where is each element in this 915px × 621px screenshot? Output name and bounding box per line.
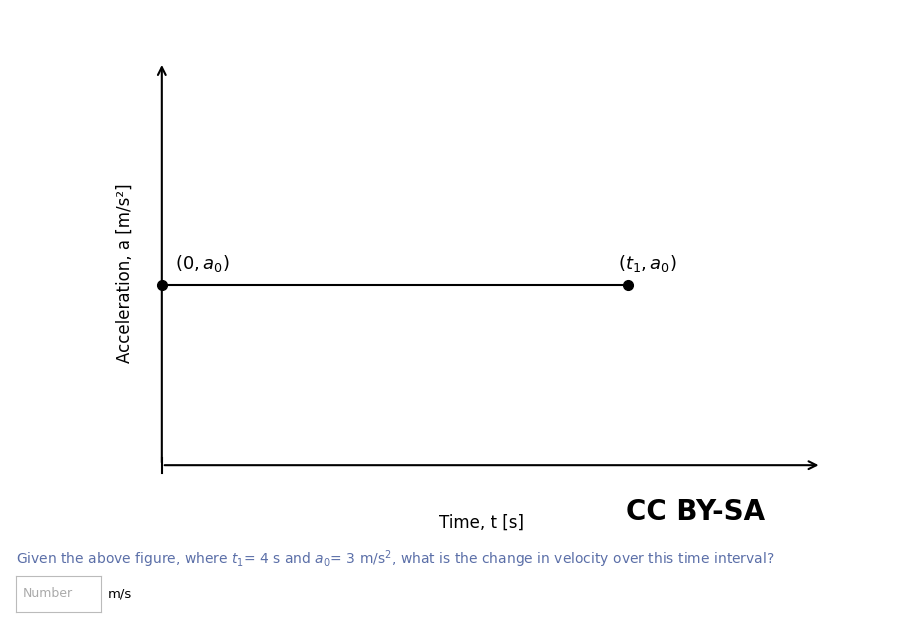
Text: Time, t [s]: Time, t [s] [439,514,524,532]
Text: m/s: m/s [108,587,133,600]
Text: Given the above figure, where $t_1$= 4 s and $a_0$= 3 m/s$^2$, what is the chang: Given the above figure, where $t_1$= 4 s… [16,548,775,569]
Text: CC BY-SA: CC BY-SA [626,498,765,527]
Y-axis label: Acceleration, a [m/s²]: Acceleration, a [m/s²] [115,183,134,363]
Text: $(t_1,a_0)$: $(t_1,a_0)$ [619,253,677,274]
Text: Number: Number [23,587,73,600]
Text: $(0,a_0)$: $(0,a_0)$ [175,253,230,274]
